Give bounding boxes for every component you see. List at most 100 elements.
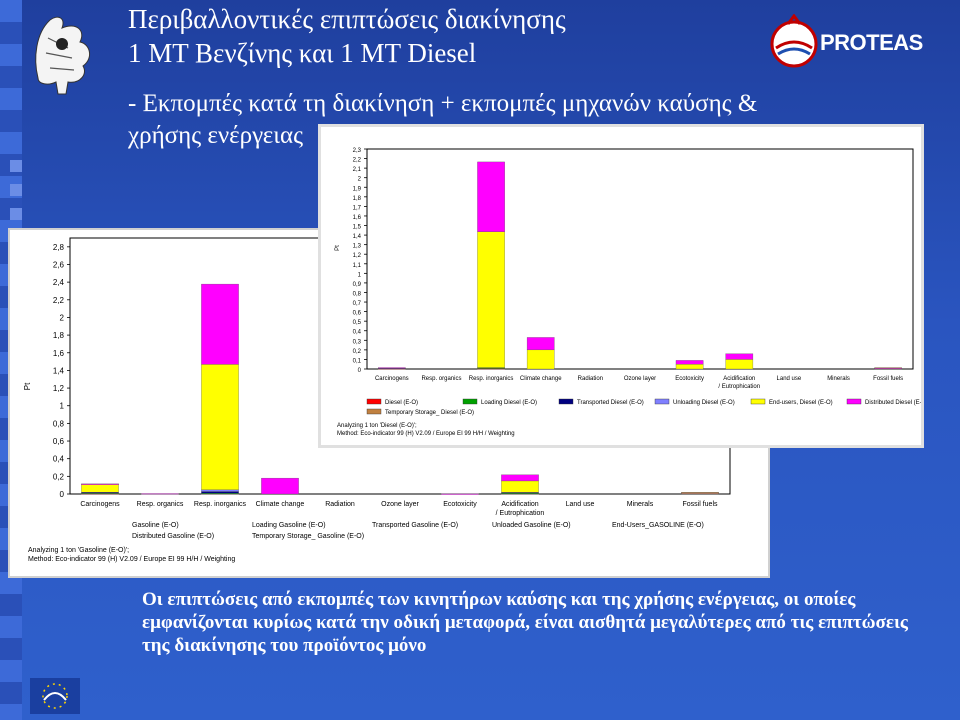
legend-swatch: [366, 398, 382, 405]
category-label: Ozone layer: [624, 376, 656, 382]
legend-swatch: [462, 398, 478, 405]
category-label: Fossil fuels: [873, 376, 903, 382]
y-tick-label: 0,2: [353, 349, 362, 355]
bar-segment: [477, 161, 505, 232]
bar-segment: [81, 484, 119, 493]
y-tick-label: 1,2: [353, 253, 362, 259]
gasoline-chart: 0 0,2 0,4 0,6 0,8 1 1,2 1,4 1,6 1,8 2 2,2 2,4 2,6 2,8 P…: [23, 237, 731, 563]
category-label: Carcinogens: [375, 376, 409, 382]
bar-segment: [501, 474, 539, 482]
y-tick-label: 2,3: [353, 148, 362, 154]
y-tick-label: 0,4: [353, 330, 362, 336]
proteas-logo: [770, 14, 818, 68]
y-tick-label: 0,8: [353, 291, 362, 297]
y-tick-label: 1,7: [353, 205, 362, 211]
category-label: Resp. inorganics: [194, 501, 247, 508]
category-label: Minerals: [827, 376, 850, 382]
bar-segment: [201, 364, 239, 490]
y-tick-label: 1,9: [353, 186, 362, 192]
legend-swatch: [366, 408, 382, 415]
bar-segment: [141, 493, 179, 495]
bar-segment: [681, 492, 719, 494]
category-label: Radiation: [325, 501, 355, 508]
legend-label: Loading Gasoline (E-O): [252, 522, 326, 529]
legend-label: Temporary Storage_ Diesel (E-O): [385, 410, 474, 416]
category-label: Fossil fuels: [682, 501, 718, 508]
plot-frame: [366, 148, 914, 370]
bar-segment: [874, 367, 902, 369]
legend-label: Gasoline (E-O): [132, 522, 179, 529]
bar-segment: [441, 493, 479, 495]
category-label: Ecotoxicity: [675, 376, 704, 382]
bar-segment: [477, 231, 505, 368]
category-label: Ozone layer: [381, 501, 419, 508]
y-tick-label: 2,4: [53, 278, 65, 287]
chart-footer-line: Analyzing 1 ton 'Diesel (E-O)';: [337, 423, 417, 429]
y-tick-label: 0,6: [353, 311, 362, 317]
slide-title-line1: Περιβαλλοντικές επιπτώσεις διακίνησης: [128, 4, 566, 34]
slide-subtitle: - Εκπομπές κατά τη διακίνηση + εκπομπές …: [128, 90, 758, 149]
y-tick-label: 1: [358, 272, 362, 278]
category-label: Ecotoxicity: [443, 501, 477, 508]
proteas-logo-text: PROTEAS: [820, 30, 923, 55]
y-tick-label: 2,2: [53, 296, 65, 305]
y-tick-label: 0: [60, 490, 65, 499]
university-logo: [35, 16, 91, 95]
bar-segment: [526, 349, 555, 370]
category-label: Acidification: [501, 501, 538, 508]
slide-title-line2: 1 ΜΤ Βενζίνης και 1 ΜΤ Diesel: [128, 38, 477, 68]
y-tick-label: 2: [60, 313, 65, 322]
y-tick-label: 1,5: [353, 225, 362, 231]
y-tick-label: 0,9: [353, 282, 362, 288]
category-label: Resp. organics: [421, 376, 461, 382]
y-tick-label: 0,3: [353, 339, 362, 345]
decor-square: [10, 184, 22, 196]
legend-label: Unloading Diesel (E-O): [673, 400, 735, 406]
category-label: Land use: [566, 501, 595, 508]
category-label: Land use: [777, 376, 802, 382]
y-tick-label: 2: [358, 177, 362, 183]
diesel-chart-panel: 0 0,1 0,2 0,3 0,4 0,5 0,6 0,7 0,8 0,9 1 1,1 1,2 1,3 1,…: [318, 124, 928, 448]
y-tick-label: 1,8: [53, 331, 65, 340]
bar-segment: [675, 364, 704, 370]
bar-segment: [526, 337, 555, 351]
legend-label: Transported Diesel (E-O): [577, 400, 644, 406]
decor-square: [10, 208, 22, 220]
chart-footer-line: Method: Eco-indicator 99 (H) V2.09 / Eur…: [337, 431, 515, 437]
y-tick-label: 1,3: [353, 244, 362, 250]
y-axis-label: Pt: [23, 382, 32, 390]
y-tick-label: 0,2: [53, 472, 65, 481]
bar-segment: [261, 477, 299, 495]
category-label: Carcinogens: [80, 501, 120, 508]
y-tick-label: 2,6: [53, 260, 65, 269]
chart-footer-line: Analyzing 1 ton 'Gasoline (E-O)';: [28, 547, 129, 554]
category-label: Radiation: [578, 376, 603, 382]
bar-segment: [675, 360, 704, 365]
y-tick-label: 0,5: [353, 320, 362, 326]
bar-segment: [378, 367, 406, 369]
bar-segment: [725, 353, 754, 360]
y-tick-label: 0: [358, 368, 362, 374]
y-tick-label: 0,4: [53, 455, 65, 464]
legend-label: Distributed Diesel (E-O): [865, 400, 921, 406]
y-tick-label: 1,4: [353, 234, 362, 240]
y-tick-label: 0,6: [53, 437, 65, 446]
legend-label: End-Users_GASOLINE (E-O): [612, 522, 704, 529]
category-label: / Eutrophication: [496, 510, 545, 517]
y-tick-label: 1: [60, 402, 65, 411]
legend-label: Temporary Storage_ Gasoline (E-O): [252, 533, 364, 540]
bar-segment: [201, 489, 239, 492]
y-tick-label: 0,8: [53, 419, 65, 428]
category-label: Resp. organics: [137, 501, 184, 508]
legend-swatch: [750, 398, 766, 405]
conclusion-text: Οι επιπτώσεις από εκπομπές των κινητήρων…: [142, 589, 908, 656]
chart-footer-line: Method: Eco-indicator 99 (H) V2.09 / Eur…: [28, 556, 235, 563]
y-tick-label: 2,8: [53, 243, 65, 252]
eu-life-logo: [30, 678, 80, 714]
legend-swatch: [846, 398, 862, 405]
legend-swatch: [558, 398, 574, 405]
bar-segment: [501, 480, 539, 493]
y-axis-label: Pt: [335, 245, 341, 251]
legend-label: End-users, Diesel (E-O): [769, 400, 833, 406]
category-label: Minerals: [627, 501, 654, 508]
